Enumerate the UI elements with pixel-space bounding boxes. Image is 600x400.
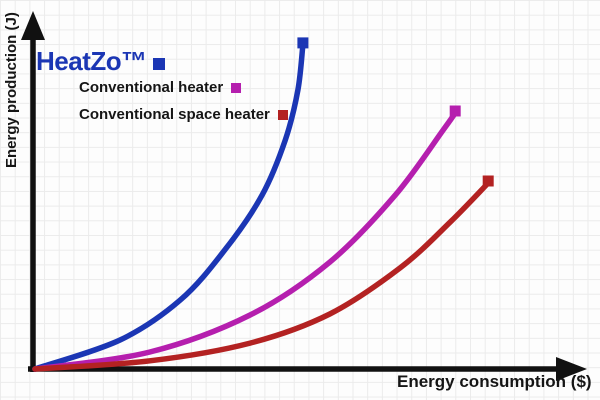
legend-label-conventional-heater: Conventional heater <box>79 79 224 96</box>
series-line-1 <box>32 110 458 372</box>
legend-item-heatzo: HeatZo™ <box>36 46 165 77</box>
legend-item-conventional-heater: Conventional heater <box>79 79 242 96</box>
legend-swatch-conventional-heater-icon <box>231 82 242 93</box>
y-axis-arrowhead-icon <box>21 11 45 40</box>
y-axis-label: Energy production (J) <box>3 12 20 168</box>
series-endpoint-marker-2 <box>482 175 494 187</box>
legend-swatch-conventional-space-heater-icon <box>277 109 288 120</box>
legend-swatch-heatzo-icon <box>152 58 165 70</box>
legend-label-conventional-space-heater: Conventional space heater <box>79 106 270 123</box>
x-axis-arrowhead-icon <box>556 357 587 381</box>
legend-label-heatzo: HeatZo™ <box>36 46 147 76</box>
series-line-0 <box>32 42 306 372</box>
series-endpoint-marker-1 <box>449 105 461 117</box>
legend-item-conventional-space-heater: Conventional space heater <box>79 106 288 123</box>
x-axis-label: Energy consumption ($) <box>397 372 592 391</box>
series-endpoint-marker-0 <box>297 37 309 49</box>
axes <box>21 11 587 381</box>
series-line-2 <box>32 180 491 372</box>
series-layer <box>32 37 494 372</box>
